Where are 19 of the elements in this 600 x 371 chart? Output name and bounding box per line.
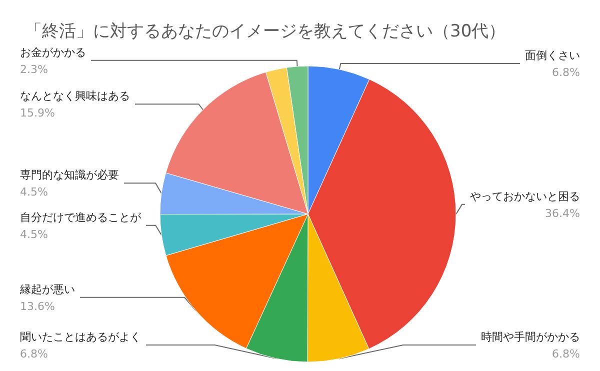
- slice-label: お金がかかる: [20, 46, 86, 59]
- slice-label: 縁起が悪い: [19, 282, 75, 296]
- slice-label: なんとなく興味はある: [20, 90, 130, 103]
- data-label: 4.5%: [20, 228, 48, 241]
- data-label: 15.9%: [20, 106, 55, 120]
- data-label: 6.8%: [20, 348, 48, 360]
- data-label: 13.6%: [20, 300, 55, 313]
- slice-label: 面倒くさい: [525, 49, 580, 62]
- chart-title: 「終活」に対するあなたのイメージを教えてください（30代）: [25, 22, 506, 42]
- slice-label: 聞いたことはあるがよく: [20, 330, 141, 344]
- data-label: 6.8%: [552, 348, 580, 360]
- data-label: 6.8%: [552, 66, 580, 80]
- slice-label: やっておかないと困る: [470, 190, 580, 203]
- slice-label: 時間や手間がかかる: [481, 330, 580, 344]
- data-label: 4.5%: [20, 186, 48, 199]
- data-label: 2.3%: [20, 62, 48, 76]
- slice-label: 専門的な知識が必要: [20, 168, 119, 182]
- data-label: 36.4%: [545, 206, 580, 220]
- slice-label: 自分だけで進めることが: [20, 210, 142, 224]
